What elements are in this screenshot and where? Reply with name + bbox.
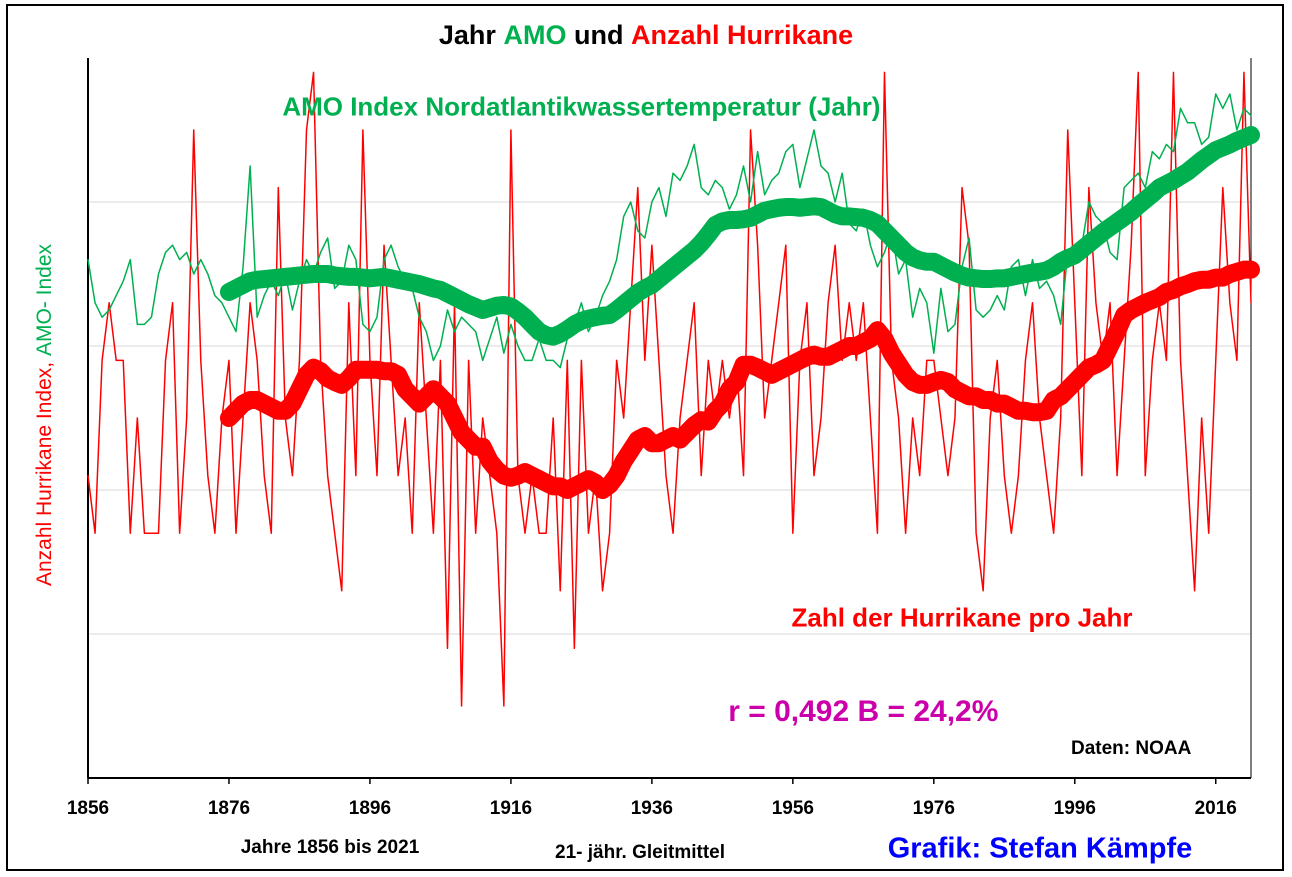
annotation: AMO Index Nordatlantikwassertemperatur (… — [282, 91, 880, 121]
title-part: AMO — [503, 20, 567, 50]
x-tick-label: 1976 — [913, 798, 955, 819]
x-tick-label: 1956 — [772, 798, 814, 819]
x-tick-label: 1896 — [349, 798, 391, 819]
title-part: und — [574, 20, 624, 50]
annotation: Daten: NOAA — [1071, 738, 1192, 759]
annotation: Zahl der Hurrikane pro Jahr — [792, 602, 1133, 632]
title-part: Anzahl Hurrikane — [631, 20, 854, 50]
x-tick-label: 1936 — [631, 798, 673, 819]
series-line — [219, 260, 1260, 499]
footer-note: Grafik: Stefan Kämpfe — [888, 833, 1193, 865]
x-tick-label: 2016 — [1195, 798, 1237, 819]
x-tick-label: 1996 — [1054, 798, 1096, 819]
frame — [6, 4, 1284, 871]
chart-title: Jahr AMO und Anzahl Hurrikane — [0, 20, 1292, 51]
annotation: r = 0,492 B = 24,2% — [728, 695, 998, 728]
x-tick-label: 1856 — [67, 798, 109, 819]
footer-note: 21- jähr. Gleitmittel — [555, 842, 725, 863]
title-part: Jahr — [438, 20, 496, 50]
series-line — [219, 126, 1260, 346]
series-line — [87, 93, 1252, 369]
series-line — [87, 71, 1252, 707]
x-axis-label: Jahre 1856 bis 2021 — [241, 837, 420, 858]
x-tick-label: 1876 — [208, 798, 250, 819]
x-tick-label: 1916 — [490, 798, 532, 819]
